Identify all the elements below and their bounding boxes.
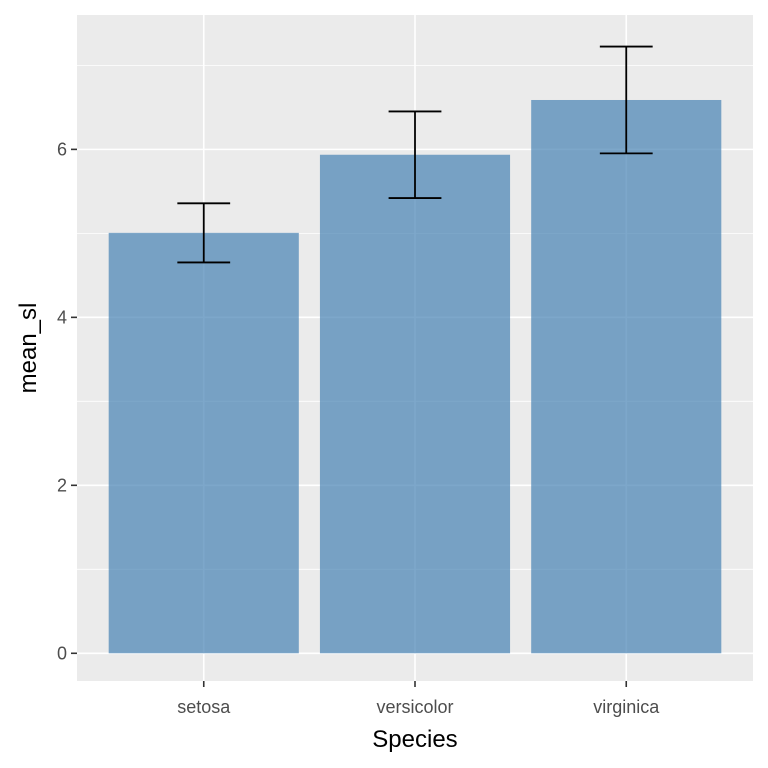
y-tick-label: 0 [57, 643, 67, 663]
bar-setosa [108, 232, 299, 654]
x-tick-label-versicolor: versicolor [376, 697, 453, 717]
bar-versicolor [319, 154, 511, 654]
y-tick-label: 2 [57, 475, 67, 495]
error-bars [177, 45, 653, 264]
x-tick-label-virginica: virginica [593, 697, 660, 717]
bar-virginica [531, 99, 722, 654]
error-bar-versicolor [388, 110, 442, 199]
y-axis: 0 2 4 6 [57, 139, 77, 663]
error-bar-virginica [599, 45, 653, 155]
error-bar-setosa [177, 202, 231, 264]
y-tick-label: 4 [57, 307, 67, 327]
x-axis-title: Species [372, 726, 457, 753]
y-axis-title: mean_sl [15, 303, 42, 394]
bars [108, 99, 722, 654]
x-axis: setosa versicolor virginica [177, 681, 660, 717]
x-tick-label-setosa: setosa [177, 697, 231, 717]
y-tick-label: 6 [57, 139, 67, 159]
